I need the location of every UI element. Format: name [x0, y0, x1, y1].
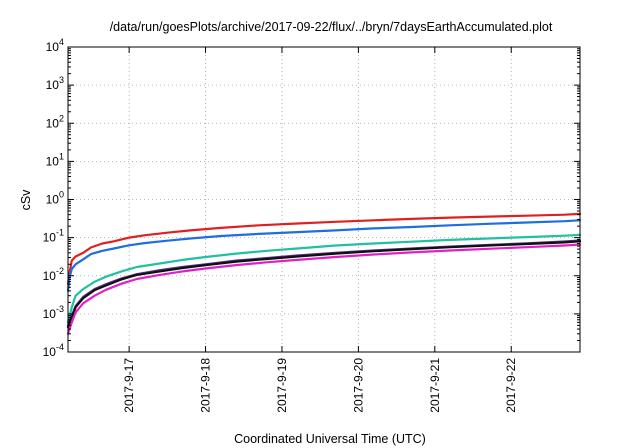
- y-tick-label: 10-1: [43, 228, 64, 245]
- x-tick-label: 2017-9-22: [504, 358, 518, 413]
- x-tick-label: 2017-9-21: [428, 358, 442, 413]
- x-axis-label: Coordinated Universal Time (UTC): [234, 432, 426, 446]
- series-line-3: [66, 233, 582, 324]
- y-tick-label: 10-3: [43, 304, 64, 321]
- y-tick-label: 103: [46, 75, 64, 92]
- series-line-2: [66, 219, 582, 292]
- y-tick-labels: 10-4 10-3 10-2 10-1 100 101 102 103 104: [43, 37, 64, 359]
- y-tick-label: 10-2: [43, 266, 64, 283]
- axis-ticks: [68, 46, 580, 353]
- x-tick-label: 2017-9-19: [275, 358, 289, 413]
- y-tick-label: 102: [46, 113, 64, 130]
- x-tick-label: 2017-9-17: [122, 358, 136, 413]
- x-tick-label: 2017-9-20: [351, 358, 365, 413]
- y-tick-label: 104: [46, 37, 64, 54]
- y-axis-label: cSv: [19, 189, 33, 211]
- x-tick-label: 2017-9-18: [199, 358, 213, 413]
- series-line-4: [66, 239, 582, 327]
- y-tick-label: 100: [46, 190, 64, 207]
- grid-lines: [68, 47, 580, 352]
- x-tick-labels: 2017-9-17 2017-9-18 2017-9-19 2017-9-20 2017…: [122, 358, 518, 413]
- y-tick-label: 101: [46, 151, 64, 168]
- chart-title: /data/run/goesPlots/archive/2017-09-22/f…: [110, 20, 553, 34]
- series-line-1: [66, 212, 582, 286]
- series-line-5: [66, 240, 582, 329]
- y-tick-label: 10-4: [43, 342, 64, 359]
- series-lines: [66, 212, 582, 335]
- series-line-6: [66, 243, 582, 335]
